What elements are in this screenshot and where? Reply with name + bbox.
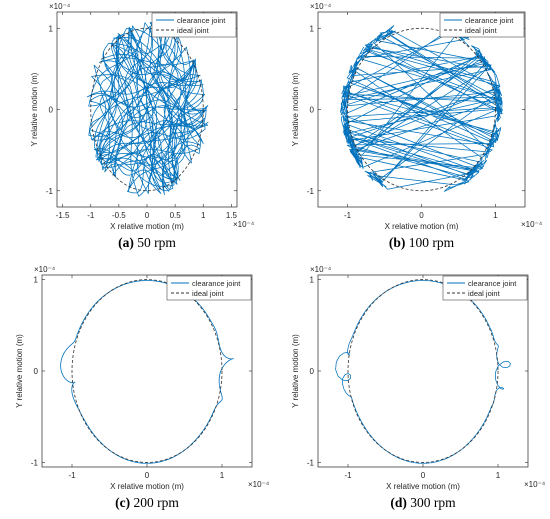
x-tick-label: -1 (87, 211, 95, 220)
y-exponent: ×10⁻⁴ (49, 2, 71, 11)
legend-label-ideal: ideal joint (192, 289, 225, 298)
caption-letter: (a) (118, 235, 134, 250)
y-exponent: ×10⁻⁴ (310, 2, 332, 11)
x-tick-label: -1 (68, 471, 76, 480)
caption-letter: (b) (389, 235, 406, 250)
x-tick-label: 0 (145, 211, 150, 220)
y-tick-label: -1 (307, 458, 315, 467)
y-tick-label: 0 (310, 106, 315, 115)
y-tick-label: 1 (310, 276, 315, 285)
legend-label-ideal: ideal joint (468, 289, 501, 298)
x-axis-label: X relative motion (m) (386, 482, 460, 491)
caption-letter: (c) (115, 495, 130, 510)
ideal-joint-line (347, 27, 496, 192)
y-tick-label: 1 (310, 24, 315, 33)
x-tick-label: 0.5 (170, 211, 182, 220)
y-exponent: ×10⁻⁴ (310, 265, 332, 274)
panel-caption: (b) 100 rpm (389, 235, 455, 250)
caption-text: 50 rpm (134, 235, 176, 250)
chart-panel: -1 0 1 -1 0 1 ×10⁻⁴ ×10⁻⁴ X relative motion (m) Y… (15, 265, 270, 510)
clearance-joint-line (60, 280, 234, 464)
y-exponent: ×10⁻⁴ (34, 265, 56, 274)
x-axis-label: X relative motion (m) (385, 222, 459, 231)
clearance-joint-line (86, 21, 209, 197)
x-tick-label: 1 (493, 211, 498, 220)
panel-caption: (a) 50 rpm (118, 235, 176, 250)
x-tick-label: 0 (421, 471, 426, 480)
x-axis-label: X relative motion (m) (110, 482, 184, 491)
caption-text: 300 rpm (407, 495, 456, 510)
caption-text: 200 rpm (130, 495, 179, 510)
clearance-joint-line (335, 280, 511, 464)
caption-text: 100 rpm (405, 235, 454, 250)
legend-label-clearance: clearance joint (465, 16, 514, 25)
chart-panel: -1.5 -1 -0.5 0 0.5 1 1.5 -1 0 1 ×10⁻⁴ ×10⁻⁴ X relati… (30, 2, 255, 250)
chart-panel: -1 0 1 -1 0 1 ×10⁻⁴ ×10⁻⁴ X relative motion (m) Y… (291, 2, 543, 250)
legend-label-clearance: clearance joint (192, 279, 241, 288)
y-tick-label: 0 (49, 106, 54, 115)
x-tick-label: -1 (344, 211, 352, 220)
x-tick-label: -0.5 (112, 211, 126, 220)
legend-box (442, 275, 528, 301)
y-tick-label: 0 (310, 367, 315, 376)
panel-caption: (c) 200 rpm (115, 495, 179, 510)
legend-box (151, 12, 237, 38)
legend-label-ideal: ideal joint (465, 26, 498, 35)
x-tick-label: 1.5 (226, 211, 238, 220)
x-tick-label: 0 (145, 471, 150, 480)
caption-letter: (d) (390, 495, 407, 510)
legend-box (166, 275, 252, 301)
y-tick-label: 1 (49, 24, 54, 33)
chart-panel: -1 0 1 -1 0 1 ×10⁻⁴ ×10⁻⁴ X relative motion (m) Y… (291, 265, 546, 510)
ideal-joint-line (347, 279, 499, 463)
legend-label-ideal: ideal joint (177, 26, 210, 35)
y-axis-label: Y relative motion (m) (15, 334, 24, 408)
x-tick-label: -1 (344, 471, 352, 480)
panel-caption: (d) 300 rpm (390, 495, 456, 510)
ideal-joint-line (71, 279, 223, 463)
y-tick-label: 0 (34, 367, 39, 376)
x-exponent: ×10⁻⁴ (248, 480, 270, 489)
y-axis-label: Y relative motion (m) (30, 72, 39, 146)
y-axis-label: Y relative motion (m) (291, 72, 300, 146)
y-tick-label: -1 (307, 187, 315, 196)
x-tick-label: 1 (496, 471, 501, 480)
y-tick-label: 1 (34, 276, 39, 285)
x-axis-label: X relative motion (m) (110, 222, 184, 231)
x-exponent: ×10⁻⁴ (233, 220, 255, 229)
x-tick-label: 1 (220, 471, 225, 480)
axes-box (317, 274, 529, 468)
y-tick-label: -1 (31, 458, 39, 467)
legend-label-clearance: clearance joint (177, 16, 226, 25)
x-tick-label: 1 (201, 211, 206, 220)
ideal-joint-line (90, 27, 204, 192)
legend-label-clearance: clearance joint (468, 279, 517, 288)
x-tick-label: 0 (419, 211, 424, 220)
legend-box (439, 12, 525, 38)
x-exponent: ×10⁻⁴ (521, 220, 543, 229)
y-tick-label: -1 (46, 187, 54, 196)
x-tick-label: -1.5 (56, 211, 70, 220)
clearance-joint-line (340, 25, 503, 192)
y-axis-label: Y relative motion (m) (291, 334, 300, 408)
x-exponent: ×10⁻⁴ (524, 480, 546, 489)
